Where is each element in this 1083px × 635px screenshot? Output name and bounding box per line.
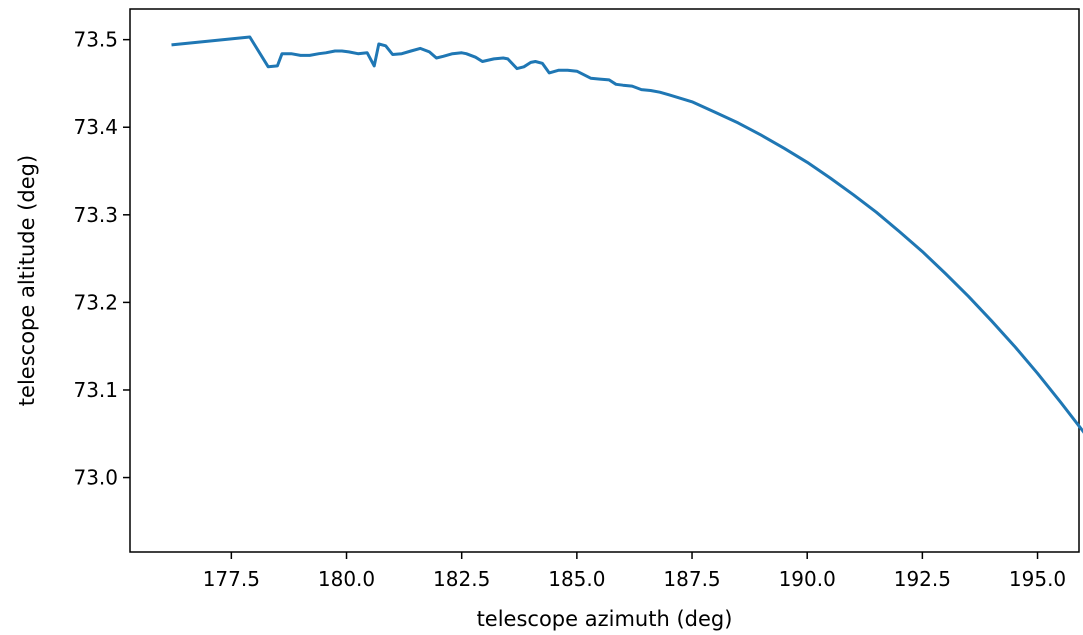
y-tick-label: 73.5 xyxy=(73,28,118,52)
series-line xyxy=(171,35,1083,434)
x-axis-ticks: 177.5 180.0 182.5 185.0 187.5 190.0 192.5 195.0 xyxy=(203,552,1066,591)
x-tick-label: 182.5 xyxy=(433,567,490,591)
y-axis-label: telescope altitude (deg) xyxy=(15,155,39,406)
y-tick-label: 73.2 xyxy=(73,290,118,314)
y-tick-label: 73.0 xyxy=(73,466,118,490)
y-tick-label: 73.4 xyxy=(73,115,118,139)
y-tick-label: 73.3 xyxy=(73,203,118,227)
x-tick-label: 190.0 xyxy=(779,567,836,591)
y-tick-label: 73.1 xyxy=(73,378,118,402)
y-axis-ticks: 73.0 73.1 73.2 73.3 73.4 73.5 xyxy=(73,28,130,490)
x-tick-label: 185.0 xyxy=(548,567,605,591)
x-tick-label: 180.0 xyxy=(318,567,375,591)
x-axis-label: telescope azimuth (deg) xyxy=(477,607,733,631)
x-tick-label: 195.0 xyxy=(1009,567,1066,591)
x-tick-label: 177.5 xyxy=(203,567,260,591)
plot-frame xyxy=(129,8,1080,553)
x-tick-label: 192.5 xyxy=(894,567,951,591)
x-tick-label: 187.5 xyxy=(663,567,720,591)
